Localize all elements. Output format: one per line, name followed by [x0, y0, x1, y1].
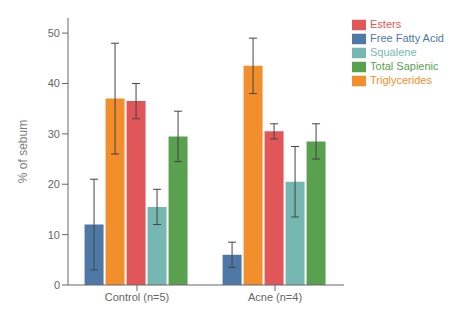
html-text:Triglycerides: Triglycerides: [370, 74, 432, 87]
html-text:Free Fatty Acid: Free Fatty Acid: [370, 32, 444, 45]
svg-text:50: 50: [48, 27, 60, 39]
svg-text:Acne (n=4): Acne (n=4): [248, 291, 302, 303]
html-text:Total Sapienic: Total Sapienic: [370, 60, 439, 73]
svg-text:0: 0: [54, 279, 60, 291]
html-text:Esters: Esters: [370, 18, 402, 30]
html-text:Squalene: Squalene: [370, 46, 417, 59]
svg-text:Control (n=5): Control (n=5): [105, 291, 170, 303]
svg-text:20: 20: [48, 178, 60, 190]
svg-text:40: 40: [48, 77, 60, 89]
svg-text:30: 30: [48, 128, 60, 140]
svg-text:10: 10: [48, 229, 60, 241]
svg-text:% of sebum: % of sebum: [16, 120, 30, 183]
